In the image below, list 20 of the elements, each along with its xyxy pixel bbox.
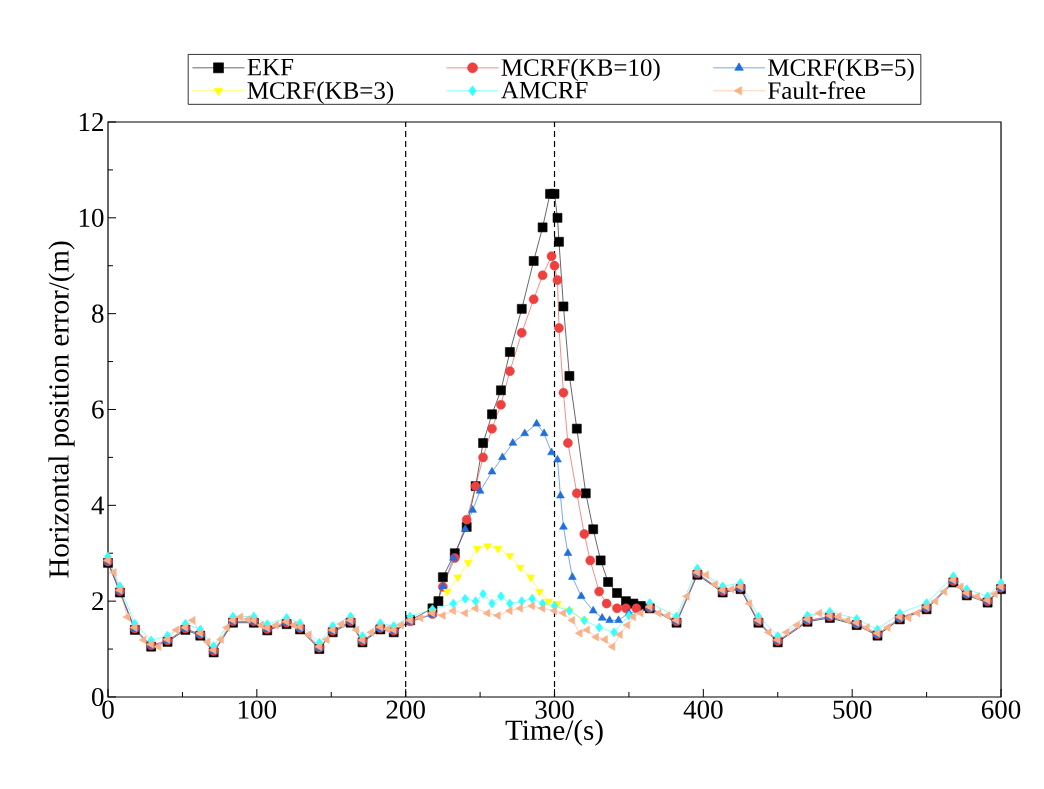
- y-tick-label: 10: [79, 208, 104, 227]
- legend-label: MCRF(KB=10): [501, 58, 660, 82]
- y-axis-title: Horizontal position error/(m): [48, 241, 75, 578]
- x-tick-label: 400: [683, 700, 723, 719]
- y-tick-label: 8: [92, 304, 104, 323]
- y-tick-label: 2: [92, 592, 103, 611]
- legend-label: Fault-free: [768, 81, 866, 100]
- legend-label: MCRF(KB=3): [247, 81, 394, 105]
- legend-label: EKF: [247, 58, 294, 76]
- y-tick-label: 6: [92, 400, 104, 419]
- y-tick-label: 12: [79, 113, 103, 131]
- x-tick-label: 100: [238, 700, 277, 719]
- legend-label: AMCRF: [501, 81, 588, 99]
- y-tick-label: 4: [91, 496, 105, 515]
- x-tick-label: 200: [386, 700, 425, 719]
- x-tick-label: 600: [981, 700, 1021, 719]
- legend-label: MCRF(KB=5): [768, 58, 914, 82]
- x-tick-label: 500: [833, 700, 872, 719]
- x-tick-label: 300: [535, 700, 574, 719]
- x-axis-title: Time/(s): [505, 719, 603, 746]
